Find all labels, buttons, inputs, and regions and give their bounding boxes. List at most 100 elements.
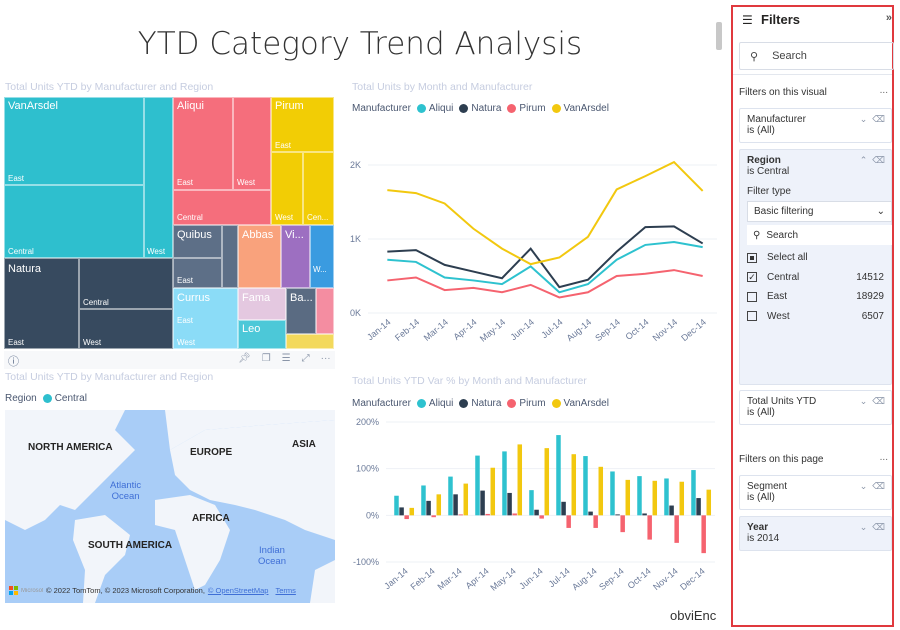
bar-aliqui (529, 490, 534, 516)
legend-item[interactable]: Pirum (519, 398, 546, 409)
collapse-pane-icon[interactable]: » (885, 12, 892, 24)
checkbox-label: Central (767, 271, 800, 283)
treemap-tile-vi[interactable] (281, 225, 310, 288)
filter-card-total-units-ytd[interactable]: Total Units YTD is (All) ⌄ ⌫ (739, 390, 892, 425)
legend-item[interactable]: VanArsdel (563, 103, 609, 114)
map-label: EUROPE (190, 447, 233, 458)
treemap-tile-pirum-east[interactable] (271, 97, 334, 152)
treemap-tile-vanarsdel-central[interactable] (4, 185, 144, 258)
filter-card-region[interactable]: Region is Central ⌃ ⌫ Filter type Basic … (739, 149, 892, 385)
checkbox-checked: ✓ (747, 272, 757, 283)
treemap-label: Abbas (242, 229, 274, 241)
treemap-tile-fama[interactable] (238, 288, 286, 320)
bar-vanarsdel (490, 467, 496, 516)
bar-pirum (593, 515, 598, 528)
expand-chevron-icon[interactable]: ⌄ ⌫ (859, 481, 885, 491)
collapse-chevron-icon[interactable]: ⌃ ⌫ (859, 155, 885, 165)
bar-pirum (674, 515, 679, 543)
bar-chart-legend: Manufacturer Aliqui Natura Pirum VanArsd… (352, 398, 609, 409)
treemap-label: Natura (8, 263, 42, 275)
more-options-icon[interactable]: ... (879, 452, 888, 463)
checkbox-east[interactable]: East 18929 (747, 287, 884, 307)
x-tick-label: May-14 (478, 317, 507, 344)
treemap-tile-quibus-other[interactable] (222, 225, 238, 288)
y-tick-label: 200% (356, 417, 379, 427)
region-search-input[interactable]: ⚲ Search (747, 225, 892, 245)
scrollbar-thumb[interactable] (716, 22, 722, 50)
bar-vanarsdel (436, 494, 442, 516)
y-tick-label: 0K (350, 308, 361, 318)
expand-chevron-icon[interactable]: ⌄ ⌫ (859, 114, 885, 124)
treemap-tile-abbas[interactable] (238, 225, 281, 288)
treemap-tile-pink[interactable] (316, 288, 334, 334)
select-all-checkbox[interactable]: Select all (747, 248, 884, 268)
copy-icon[interactable]: ❐ (261, 353, 271, 364)
legend-item[interactable]: Natura (471, 103, 502, 114)
x-tick-label: May-14 (488, 566, 517, 593)
y-tick-label: 1K (350, 234, 361, 244)
expand-chevron-icon[interactable]: ⌄ ⌫ (859, 396, 885, 406)
checkbox-unchecked (747, 311, 757, 322)
bar-natura (453, 494, 458, 516)
filters-search-input[interactable]: ⚲ Search (739, 42, 894, 70)
more-options-icon[interactable]: ... (879, 85, 888, 96)
info-icon[interactable]: ⓘ (8, 356, 19, 368)
treemap-tile-quibus[interactable] (173, 225, 222, 258)
expand-chevron-icon[interactable]: ⌄ ⌫ (859, 522, 885, 532)
treemap-tile-currus[interactable] (173, 288, 238, 349)
filter-state: is 2014 (747, 533, 780, 544)
map[interactable]: NORTH AMERICA EUROPE ASIA AFRICA SOUTH A… (5, 410, 335, 603)
more-options-icon[interactable]: ··· (320, 353, 331, 364)
legend-item[interactable]: Aliqui (428, 103, 454, 114)
treemap-tile-ba[interactable] (286, 288, 316, 334)
filter-card-manufacturer[interactable]: Manufacturer is (All) ⌄ ⌫ (739, 108, 892, 143)
legend-dot (459, 104, 469, 113)
filter-card-year[interactable]: Year is 2014 ⌄ ⌫ (739, 516, 892, 551)
treemap-tile-natura-east[interactable] (4, 258, 79, 349)
treemap-tile-leo[interactable] (238, 320, 286, 349)
treemap-tile-aliqui-central[interactable] (173, 190, 271, 225)
bar-vanarsdel (409, 507, 415, 516)
filter-card-segment[interactable]: Segment is (All) ⌄ ⌫ (739, 475, 892, 510)
treemap-tile-aliqui-east[interactable] (173, 97, 233, 190)
treemap-tile-quibus-east[interactable] (173, 258, 222, 288)
map-label: AFRICA (192, 513, 230, 524)
x-tick-label: Aug-14 (565, 317, 594, 343)
bar-vanarsdel (679, 481, 685, 516)
map-label: SOUTH AMERICA (88, 540, 173, 551)
treemap-tile-natura-west[interactable] (79, 309, 173, 349)
legend-item[interactable]: VanArsdel (563, 398, 609, 409)
legend-item[interactable]: Natura (471, 398, 502, 409)
section-filters-on-this-page: Filters on this page (739, 454, 824, 465)
checkbox-label: East (767, 291, 788, 303)
bar-natura (426, 500, 431, 516)
bar-pirum (701, 515, 706, 554)
checkbox-central[interactable]: ✓ Central 14512 (747, 268, 884, 288)
bar-vanarsdel (463, 483, 469, 516)
legend-item[interactable]: Pirum (519, 103, 546, 114)
line-chart-title: Total Units by Month and Manufacturer (352, 81, 533, 93)
treemap-tile-w[interactable] (310, 225, 334, 288)
treemap-tile-vanarsdel-east[interactable] (4, 97, 144, 185)
treemap-tile-vanarsdel-west[interactable] (144, 97, 173, 258)
treemap-label: Central (177, 213, 203, 222)
terms-link[interactable]: Terms (275, 586, 296, 595)
filter-icon[interactable]: ☰ (281, 353, 291, 364)
checkbox-label: West (767, 310, 790, 322)
openstreetmap-link[interactable]: © OpenStreetMap (207, 586, 269, 595)
treemap-tile-aliqui-west[interactable] (233, 97, 271, 190)
treemap-tile-yellow[interactable] (286, 334, 334, 349)
filter-type-dropdown[interactable]: Basic filtering ⌄ (747, 201, 892, 222)
bar-pirum (431, 515, 436, 518)
line-chart-legend: Manufacturer Aliqui Natura Pirum VanArsd… (352, 103, 609, 114)
treemap-tile-natura-central[interactable] (79, 258, 173, 309)
focus-mode-icon[interactable]: ⤢ (301, 353, 310, 364)
pin-icon[interactable]: 📌︎ (238, 353, 251, 364)
legend-item[interactable]: Aliqui (428, 398, 454, 409)
x-tick-label: Dec-14 (678, 566, 707, 592)
checkbox-west[interactable]: West 6507 (747, 307, 884, 327)
treemap-tile-pirum-central[interactable] (303, 152, 334, 225)
treemap-label: Fama (242, 292, 271, 304)
legend-title: Region (5, 393, 37, 404)
treemap-tile-pirum-west[interactable] (271, 152, 303, 225)
